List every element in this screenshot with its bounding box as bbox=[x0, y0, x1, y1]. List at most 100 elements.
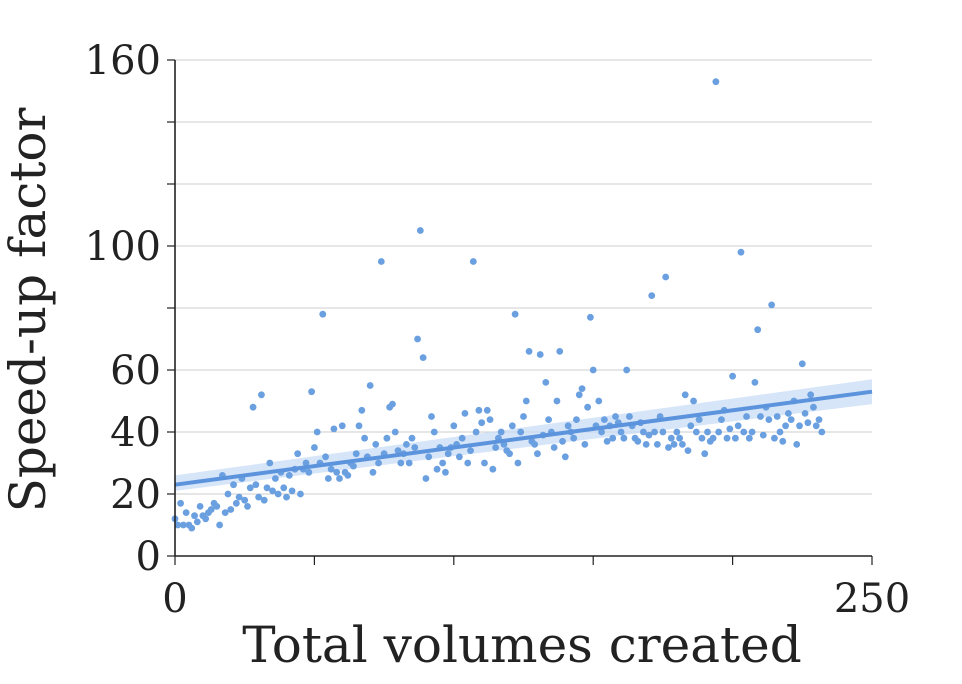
data-point bbox=[202, 515, 210, 523]
data-point bbox=[690, 397, 697, 405]
data-point bbox=[584, 403, 592, 411]
data-point bbox=[433, 465, 441, 473]
data-point bbox=[573, 416, 580, 423]
data-point bbox=[224, 490, 232, 498]
data-point bbox=[556, 348, 564, 355]
data-point bbox=[587, 313, 594, 321]
data-point bbox=[609, 434, 617, 442]
data-point bbox=[174, 521, 182, 529]
data-point bbox=[403, 441, 410, 448]
data-point bbox=[639, 428, 647, 436]
data-point bbox=[754, 326, 762, 334]
y-tick-label: 0 bbox=[136, 534, 161, 580]
data-point bbox=[252, 481, 260, 489]
data-point bbox=[634, 437, 642, 445]
data-point bbox=[798, 360, 806, 368]
data-point bbox=[815, 416, 823, 423]
data-point bbox=[757, 413, 764, 420]
data-point bbox=[455, 453, 463, 461]
data-point bbox=[260, 496, 268, 504]
data-point bbox=[280, 484, 288, 492]
data-point bbox=[514, 459, 522, 467]
data-point bbox=[397, 459, 405, 467]
data-point bbox=[439, 459, 447, 467]
data-point bbox=[327, 465, 335, 473]
data-point bbox=[355, 422, 363, 430]
data-point bbox=[589, 366, 597, 374]
data-point bbox=[731, 434, 739, 442]
data-point bbox=[612, 413, 619, 420]
data-point bbox=[734, 422, 742, 430]
data-point bbox=[422, 475, 430, 482]
data-point bbox=[269, 487, 276, 495]
data-point bbox=[531, 441, 539, 448]
y-tick-label: 20 bbox=[110, 472, 161, 518]
data-point bbox=[241, 496, 249, 504]
data-point bbox=[670, 441, 678, 448]
data-point bbox=[517, 428, 525, 436]
data-point bbox=[472, 428, 480, 436]
data-point bbox=[244, 503, 251, 510]
data-point bbox=[467, 447, 474, 454]
data-point bbox=[207, 506, 215, 513]
data-point bbox=[681, 391, 689, 399]
data-point bbox=[430, 428, 438, 436]
data-point bbox=[701, 450, 709, 458]
data-point bbox=[391, 428, 399, 436]
data-point bbox=[322, 453, 329, 461]
data-point bbox=[659, 428, 667, 436]
data-point bbox=[469, 258, 477, 265]
data-point bbox=[193, 518, 201, 526]
data-point bbox=[684, 447, 692, 454]
x-tick-label: 250 bbox=[834, 576, 910, 622]
data-point bbox=[274, 490, 282, 498]
data-point bbox=[271, 475, 279, 482]
data-point bbox=[283, 493, 290, 501]
data-point bbox=[645, 431, 653, 439]
data-point bbox=[249, 403, 257, 411]
data-point bbox=[564, 422, 572, 430]
data-point bbox=[545, 416, 552, 423]
data-point bbox=[653, 441, 661, 448]
data-point bbox=[486, 416, 494, 423]
data-point bbox=[620, 434, 628, 442]
data-point bbox=[804, 419, 812, 427]
data-point bbox=[779, 437, 787, 445]
data-point bbox=[679, 441, 686, 448]
data-point bbox=[358, 406, 366, 414]
data-point bbox=[550, 444, 558, 451]
data-point bbox=[759, 431, 767, 439]
data-point bbox=[687, 422, 695, 430]
data-point bbox=[692, 428, 700, 436]
data-point bbox=[768, 301, 776, 309]
data-point bbox=[520, 413, 527, 420]
data-point bbox=[812, 422, 820, 430]
data-point bbox=[534, 450, 541, 458]
data-point bbox=[665, 444, 672, 451]
data-point bbox=[305, 468, 313, 476]
data-point bbox=[525, 348, 533, 355]
data-point bbox=[784, 410, 792, 417]
data-point bbox=[673, 428, 681, 436]
trend-line bbox=[174, 389, 873, 487]
data-point bbox=[595, 397, 603, 405]
y-tick-label: 100 bbox=[85, 224, 161, 270]
data-point bbox=[235, 493, 243, 501]
data-point bbox=[522, 397, 530, 405]
data-point bbox=[182, 509, 190, 516]
data-point bbox=[227, 506, 235, 513]
data-point bbox=[411, 444, 419, 451]
data-point bbox=[369, 468, 377, 476]
data-point bbox=[600, 416, 608, 423]
data-point bbox=[405, 459, 413, 467]
data-point bbox=[425, 453, 433, 461]
data-point bbox=[246, 484, 254, 492]
data-point bbox=[598, 428, 605, 436]
data-point bbox=[394, 447, 402, 454]
data-point bbox=[361, 434, 368, 442]
data-point bbox=[232, 499, 240, 507]
data-point bbox=[372, 441, 380, 448]
data-point bbox=[313, 428, 321, 436]
data-point bbox=[450, 422, 458, 430]
